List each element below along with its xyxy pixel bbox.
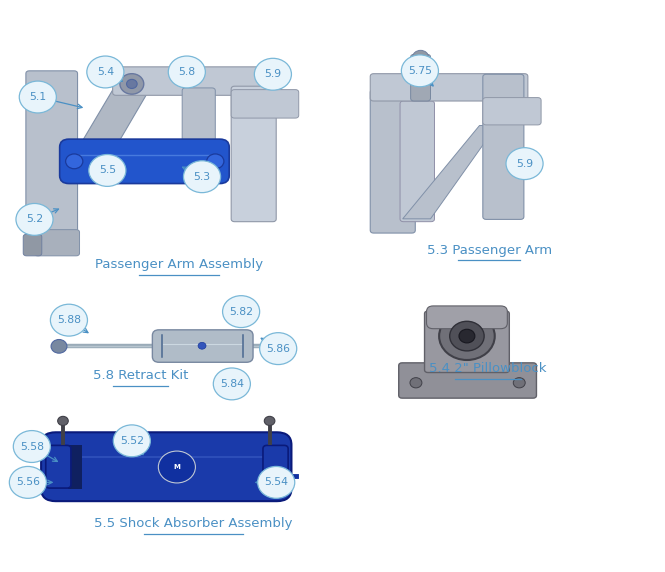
Circle shape	[16, 204, 53, 235]
Text: 5.86: 5.86	[266, 344, 290, 353]
Text: 5.75: 5.75	[408, 66, 432, 76]
Circle shape	[402, 55, 438, 87]
Text: Passenger Arm Assembly: Passenger Arm Assembly	[95, 259, 263, 272]
Circle shape	[259, 333, 297, 364]
Text: 5.58: 5.58	[20, 442, 44, 451]
FancyBboxPatch shape	[231, 90, 299, 118]
Circle shape	[168, 56, 205, 88]
Circle shape	[198, 343, 206, 349]
Circle shape	[223, 296, 259, 328]
FancyBboxPatch shape	[424, 311, 509, 372]
Circle shape	[13, 431, 51, 462]
Circle shape	[513, 378, 525, 388]
FancyBboxPatch shape	[182, 88, 215, 159]
Text: 5.5: 5.5	[99, 165, 116, 176]
Circle shape	[213, 368, 251, 400]
Circle shape	[89, 154, 126, 186]
FancyBboxPatch shape	[68, 445, 82, 488]
Text: 5.88: 5.88	[57, 315, 81, 325]
FancyBboxPatch shape	[483, 74, 524, 220]
Circle shape	[120, 74, 144, 94]
Circle shape	[459, 329, 475, 343]
FancyBboxPatch shape	[370, 74, 528, 101]
Polygon shape	[69, 82, 154, 164]
Circle shape	[113, 425, 150, 457]
Circle shape	[506, 148, 543, 180]
Circle shape	[158, 451, 196, 483]
FancyBboxPatch shape	[41, 432, 291, 501]
Text: 5.8: 5.8	[178, 67, 196, 77]
Circle shape	[439, 312, 495, 360]
Circle shape	[126, 80, 137, 89]
Text: 5.4 2" Pillowblock: 5.4 2" Pillowblock	[430, 362, 547, 375]
Text: 5.9: 5.9	[516, 158, 533, 169]
Circle shape	[51, 304, 88, 336]
Text: 5.56: 5.56	[16, 478, 40, 487]
Circle shape	[19, 81, 57, 113]
Text: 5.5 Shock Absorber Assembly: 5.5 Shock Absorber Assembly	[94, 518, 293, 530]
FancyBboxPatch shape	[35, 229, 80, 256]
FancyBboxPatch shape	[400, 101, 434, 222]
Circle shape	[87, 56, 124, 88]
FancyBboxPatch shape	[483, 98, 541, 125]
Circle shape	[257, 466, 295, 498]
FancyBboxPatch shape	[26, 71, 78, 244]
FancyBboxPatch shape	[426, 306, 507, 329]
FancyBboxPatch shape	[23, 234, 42, 256]
Circle shape	[254, 58, 291, 90]
Circle shape	[265, 341, 277, 351]
FancyBboxPatch shape	[231, 86, 276, 222]
FancyBboxPatch shape	[411, 54, 430, 101]
Circle shape	[207, 154, 224, 169]
FancyBboxPatch shape	[263, 446, 288, 488]
FancyBboxPatch shape	[112, 67, 281, 96]
Circle shape	[9, 466, 47, 498]
Text: 5.3 Passenger Arm: 5.3 Passenger Arm	[427, 244, 552, 257]
Text: 5.2: 5.2	[26, 214, 43, 224]
Text: 5.54: 5.54	[264, 478, 288, 487]
FancyBboxPatch shape	[60, 139, 229, 184]
FancyBboxPatch shape	[152, 330, 253, 362]
Text: 5.52: 5.52	[120, 436, 144, 446]
Circle shape	[450, 321, 484, 351]
Text: 5.4: 5.4	[97, 67, 114, 77]
Circle shape	[264, 416, 275, 426]
Text: 5.1: 5.1	[29, 92, 47, 102]
Text: 5.84: 5.84	[220, 379, 244, 389]
Text: 5.8 Retract Kit: 5.8 Retract Kit	[93, 369, 188, 382]
FancyBboxPatch shape	[399, 363, 537, 398]
Text: 5.82: 5.82	[229, 307, 253, 317]
Circle shape	[410, 378, 422, 388]
FancyBboxPatch shape	[370, 90, 415, 233]
Circle shape	[51, 340, 67, 353]
Polygon shape	[403, 125, 497, 219]
Circle shape	[58, 416, 68, 426]
Circle shape	[66, 154, 83, 169]
FancyBboxPatch shape	[46, 446, 71, 488]
Text: M: M	[174, 464, 180, 470]
Text: 5.3: 5.3	[194, 172, 211, 182]
Circle shape	[412, 50, 428, 64]
Text: 5.9: 5.9	[264, 69, 281, 80]
Circle shape	[184, 161, 221, 193]
